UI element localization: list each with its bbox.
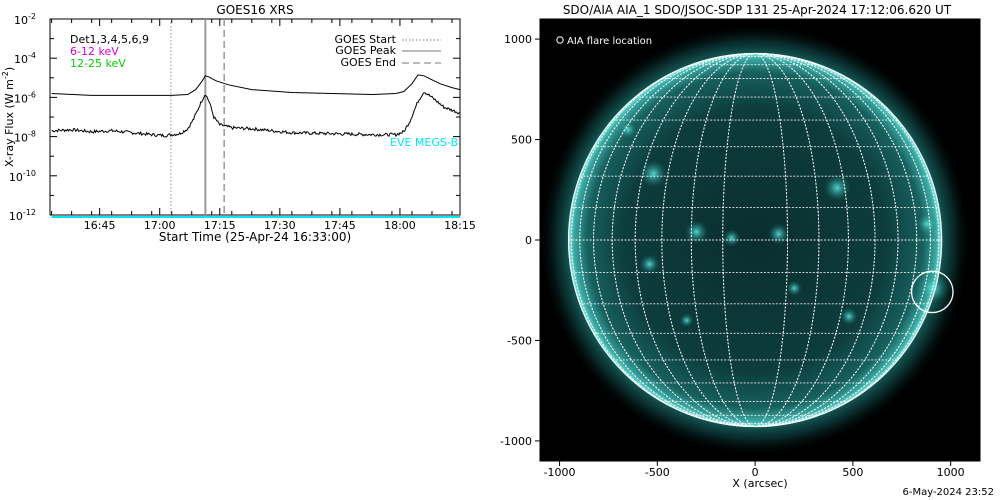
aia-x-axis-label: X (arcsec) xyxy=(732,477,787,490)
limb-circle xyxy=(567,52,943,428)
goes-legend: GOES Start GOES Peak GOES End xyxy=(335,33,441,69)
aia-y-tick-label: 1000 xyxy=(504,33,532,46)
active-region-glow xyxy=(916,213,938,235)
goes-x-tick-label: 16:45 xyxy=(84,219,116,232)
goes-flare-lines xyxy=(170,19,225,215)
goes-chart-title: GOES16 XRS xyxy=(216,3,293,17)
goes-x-tick-label: 17:15 xyxy=(204,219,236,232)
active-region-glow xyxy=(684,220,709,244)
goes-y-axis-label: X-ray Flux (W m-2) xyxy=(1,67,16,167)
heliographic-grid xyxy=(567,52,943,428)
goes-y-tick-label: 10-6 xyxy=(14,90,36,105)
goes-y-tick-label: 10-8 xyxy=(14,130,36,145)
legend-label-peak: GOES Peak xyxy=(335,44,396,57)
active-region-glow xyxy=(722,229,741,247)
goes-y-tick-label: 10-4 xyxy=(14,51,36,66)
aia-y-tick-label: -1000 xyxy=(500,435,532,448)
aia-x-tick-label: 500 xyxy=(842,466,863,479)
goes-series-line xyxy=(51,92,461,138)
goes-x-axis-label: Start Time (25-Apr-24 16:33:00) xyxy=(159,230,351,244)
active-region-glow xyxy=(840,307,858,326)
legend-circle-icon xyxy=(556,36,564,44)
active-region-glow xyxy=(619,120,637,139)
legend-label-start: GOES Start xyxy=(335,33,397,46)
goes-channel-label: 12-25 keV xyxy=(70,57,126,70)
active-region-glow xyxy=(786,280,803,297)
goes-series-line xyxy=(51,74,461,96)
active-regions xyxy=(619,120,949,328)
goes-channel-label: Det1,3,4,5,6,9 xyxy=(70,33,149,46)
goes-y-tick-label: 10-10 xyxy=(9,169,36,184)
goes-x-tick-label: 17:30 xyxy=(264,219,296,232)
goes-x-tick-label: 18:00 xyxy=(384,219,416,232)
aia-x-axis: -1000 -500 0 500 1000 xyxy=(544,461,965,479)
flare-location-marker xyxy=(910,270,954,314)
aia-y-tick-label: -500 xyxy=(507,334,532,347)
eve-megs-label: EVE MEGS-B xyxy=(390,136,458,149)
legend-label-end: GOES End xyxy=(340,56,396,69)
goes-x-tick-label: 17:00 xyxy=(144,219,176,232)
goes-y-tick-label: 10-2 xyxy=(14,12,36,27)
aia-x-tick-label: -1000 xyxy=(544,466,576,479)
goes-series-group xyxy=(51,74,461,218)
aia-image-panel: SDO/AIA AIA_1 SDO/JSOC-SDP 131 25-Apr-20… xyxy=(500,3,981,490)
goes-channel-label: 6-12 keV xyxy=(70,45,119,58)
aia-y-axis: -1000 -500 0 500 1000 xyxy=(500,33,540,448)
goes-x-tick-label: 17:45 xyxy=(324,219,356,232)
aia-x-tick-label: -500 xyxy=(645,466,670,479)
aia-x-tick-label: 0 xyxy=(752,466,759,479)
active-region-glow xyxy=(917,272,949,304)
aia-legend-label: AIA flare location xyxy=(567,36,652,47)
aia-image-title: SDO/AIA AIA_1 SDO/JSOC-SDP 131 25-Apr-20… xyxy=(563,3,952,17)
aia-y-tick-label: 0 xyxy=(525,234,532,247)
active-region-glow xyxy=(639,160,668,188)
active-region-glow xyxy=(679,313,694,328)
goes-x-axis: 16:45 17:00 17:15 17:30 17:45 18:00 18:15 xyxy=(51,19,476,232)
longitude-line xyxy=(690,52,820,428)
goes-plot-frame xyxy=(49,18,461,216)
active-region-glow xyxy=(639,254,660,274)
goes-xrs-panel: GOES16 XRS 10-12 10-10 10-8 10-6 10-4 10-2 16… xyxy=(1,3,476,244)
active-region-glow xyxy=(767,223,790,245)
footer-timestamp: 6-May-2024 23:52 xyxy=(902,487,994,498)
goes-x-tick-label: 18:15 xyxy=(444,219,476,232)
aia-y-tick-label: 500 xyxy=(511,134,532,147)
goes-y-tick-label: 10-12 xyxy=(9,208,36,223)
aia-x-tick-label: 1000 xyxy=(937,466,965,479)
active-region-glow xyxy=(823,174,851,202)
goes-y-axis: 10-12 10-10 10-8 10-6 10-4 10-2 xyxy=(9,12,460,223)
